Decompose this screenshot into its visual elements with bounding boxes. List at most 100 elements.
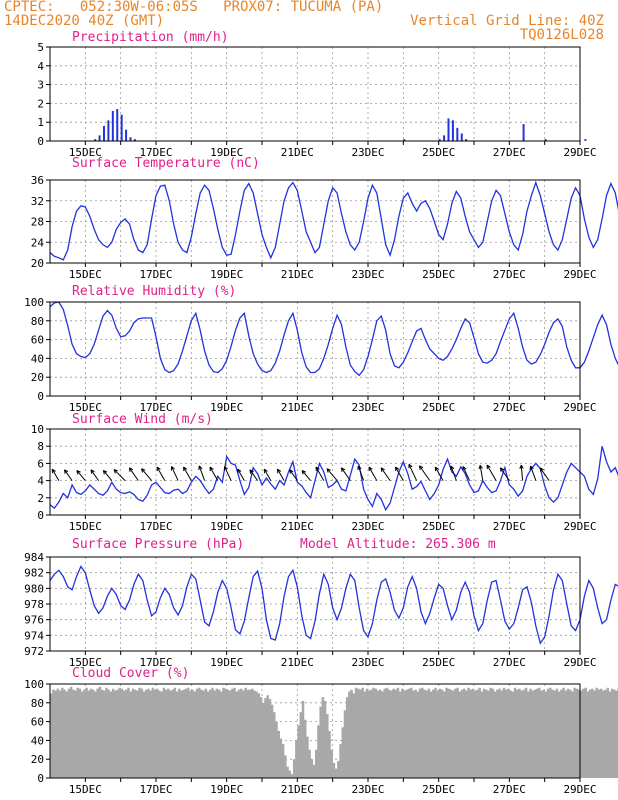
panel-title: Surface Temperature (nC) bbox=[72, 156, 260, 171]
cloud-bar bbox=[376, 690, 380, 778]
wind-arrow-head bbox=[301, 470, 306, 475]
precip-bar bbox=[447, 118, 450, 141]
y-tick-label: 100 bbox=[24, 678, 44, 691]
cloud-bar bbox=[321, 697, 325, 778]
cloud-bar bbox=[162, 687, 166, 778]
precip-bar bbox=[456, 127, 459, 141]
x-tick-label: 27DEC bbox=[493, 656, 526, 669]
series-line bbox=[49, 446, 618, 512]
cloud-bar bbox=[467, 687, 470, 778]
cloud-bar bbox=[573, 687, 576, 778]
cloud-bar bbox=[217, 689, 221, 778]
x-tick-label: 23DEC bbox=[351, 401, 384, 414]
y-tick-label: 0 bbox=[37, 509, 44, 522]
precip-bar bbox=[522, 124, 525, 141]
x-tick-label: 21DEC bbox=[281, 268, 314, 281]
wind-arrow-head bbox=[141, 468, 146, 473]
x-tick-label: 17DEC bbox=[139, 146, 172, 159]
cloud-bar bbox=[599, 688, 603, 778]
cloud-bar bbox=[529, 688, 532, 778]
wind-arrow bbox=[462, 466, 471, 481]
wind-arrow bbox=[479, 465, 484, 481]
cloud-bar bbox=[290, 774, 294, 778]
wind-arrow-head bbox=[183, 466, 188, 472]
cloud-bar bbox=[138, 687, 141, 778]
cloud-bar bbox=[405, 689, 409, 778]
cloud-bar bbox=[224, 688, 227, 778]
cloud-bar bbox=[253, 690, 256, 778]
cloud-bar bbox=[449, 689, 453, 778]
y-tick-label: 20 bbox=[31, 371, 44, 384]
y-tick-label: 980 bbox=[24, 582, 44, 595]
cloud-bar bbox=[562, 687, 565, 778]
cloud-bar bbox=[332, 762, 336, 778]
wind-arrow bbox=[90, 469, 99, 481]
x-tick-label: 25DEC bbox=[422, 268, 455, 281]
precip-bar bbox=[438, 139, 441, 141]
cloud-bar bbox=[111, 688, 115, 778]
y-tick-label: 974 bbox=[24, 629, 44, 642]
wind-arrow bbox=[156, 466, 166, 481]
x-tick-label: 23DEC bbox=[351, 520, 384, 533]
cloud-bar bbox=[429, 691, 433, 778]
cloud-bar bbox=[480, 691, 484, 778]
cloud-bar bbox=[531, 690, 534, 778]
wind-arrow bbox=[434, 466, 444, 481]
cloud-bar bbox=[129, 691, 133, 778]
cloud-bar bbox=[427, 688, 431, 778]
x-tick-label: 29DEC bbox=[563, 268, 596, 281]
cloud-bar bbox=[246, 689, 250, 778]
cloud-bar bbox=[595, 687, 598, 778]
wind-arrow-head bbox=[380, 467, 385, 472]
cloud-bar bbox=[109, 691, 113, 778]
cloud-bar bbox=[608, 691, 612, 778]
x-tick-label: 19DEC bbox=[210, 146, 243, 159]
header-date: 14DEC2020 40Z (GMT) bbox=[4, 13, 165, 29]
cloud-bar bbox=[469, 689, 473, 778]
cloud-bar bbox=[462, 688, 466, 778]
y-tick-label: 6 bbox=[37, 457, 44, 470]
cloud-bar bbox=[279, 738, 283, 778]
wind-arrow-head bbox=[340, 467, 346, 472]
cloud-bar bbox=[337, 761, 340, 778]
cloud-bar bbox=[341, 727, 345, 778]
cloud-bar bbox=[482, 688, 486, 778]
y-tick-label: 2 bbox=[37, 97, 44, 110]
y-tick-label: 60 bbox=[31, 716, 44, 729]
cloud-bar bbox=[281, 744, 285, 778]
cloud-bar bbox=[133, 689, 137, 778]
x-tick-label: 15DEC bbox=[69, 783, 102, 796]
x-tick-label: 23DEC bbox=[351, 268, 384, 281]
wind-arrow-head bbox=[326, 468, 331, 473]
cloud-bar bbox=[301, 700, 305, 778]
cloud-bar bbox=[597, 689, 601, 778]
cloud-bar bbox=[533, 689, 537, 778]
cloud-bar bbox=[454, 688, 457, 778]
cloud-bar bbox=[244, 687, 247, 778]
wind-arrow bbox=[486, 464, 497, 481]
cloud-bar bbox=[116, 689, 119, 778]
cloud-bar bbox=[96, 688, 99, 778]
panel-3: 0 20 40 60 80 100 15DEC 17DEC 19DEC 21DEC 23DEC 25D… bbox=[24, 284, 618, 414]
y-tick-label: 24 bbox=[31, 236, 45, 249]
cloud-bar bbox=[306, 736, 309, 778]
x-tick-label: 27DEC bbox=[493, 783, 526, 796]
cloud-bar bbox=[352, 693, 356, 778]
cloud-bar bbox=[147, 688, 150, 778]
cloud-bar bbox=[270, 704, 274, 778]
y-tick-label: 1 bbox=[37, 116, 44, 129]
x-tick-label: 23DEC bbox=[351, 146, 384, 159]
cloud-bar bbox=[61, 687, 64, 778]
cloud-bar bbox=[266, 695, 269, 778]
wind-arrow-head bbox=[395, 466, 400, 472]
x-tick-label: 25DEC bbox=[422, 783, 455, 796]
cloud-bar bbox=[544, 691, 548, 778]
cloud-bar bbox=[546, 688, 550, 778]
cloud-bar bbox=[379, 689, 382, 778]
cloud-bar bbox=[58, 690, 62, 778]
wind-arrow bbox=[198, 465, 206, 481]
y-tick-label: 80 bbox=[31, 315, 44, 328]
cloud-bar bbox=[418, 688, 422, 778]
cloud-bar bbox=[189, 690, 192, 778]
